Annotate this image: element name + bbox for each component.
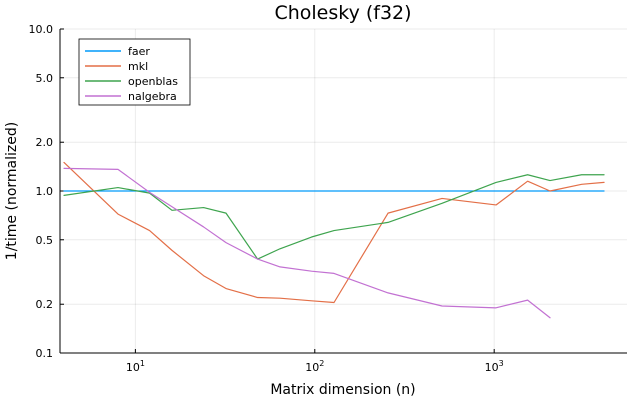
x-tick-label: 101 xyxy=(126,359,145,374)
y-tick-label: 2.0 xyxy=(36,136,54,149)
y-tick-label: 0.2 xyxy=(36,298,54,311)
y-tick-labels: 0.1 0.2 0.5 1.0 2.0 5.0 10.0 xyxy=(29,23,54,360)
legend-label-openblas: openblas xyxy=(128,75,178,88)
plot-frame xyxy=(59,28,627,354)
y-tick-label: 10.0 xyxy=(29,23,54,36)
y-tick-label: 0.1 xyxy=(36,347,54,360)
legend-label-faer: faer xyxy=(128,45,150,58)
legend: faer mkl openblas nalgebra xyxy=(78,38,191,106)
x-axis-label: Matrix dimension (n) xyxy=(270,382,415,398)
chart-title: Cholesky (f32) xyxy=(274,2,411,24)
y-tick-label: 5.0 xyxy=(36,72,54,85)
x-tick-label: 102 xyxy=(305,359,324,374)
series-line-mkl xyxy=(63,161,605,304)
series-layer xyxy=(63,161,605,319)
y-axis-label: 1/time (normalized) xyxy=(4,122,20,260)
series-line-openblas xyxy=(63,174,605,260)
series-line-nalgebra xyxy=(63,167,551,319)
y-tick-label: 1.0 xyxy=(36,185,54,198)
legend-box xyxy=(78,38,191,106)
legend-label-mkl: mkl xyxy=(128,60,148,73)
x-tick-labels: 101 102 103 xyxy=(126,359,504,374)
y-tick-label: 0.5 xyxy=(36,234,54,247)
legend-label-nalgebra: nalgebra xyxy=(128,90,177,103)
x-tick-label: 103 xyxy=(485,359,504,374)
